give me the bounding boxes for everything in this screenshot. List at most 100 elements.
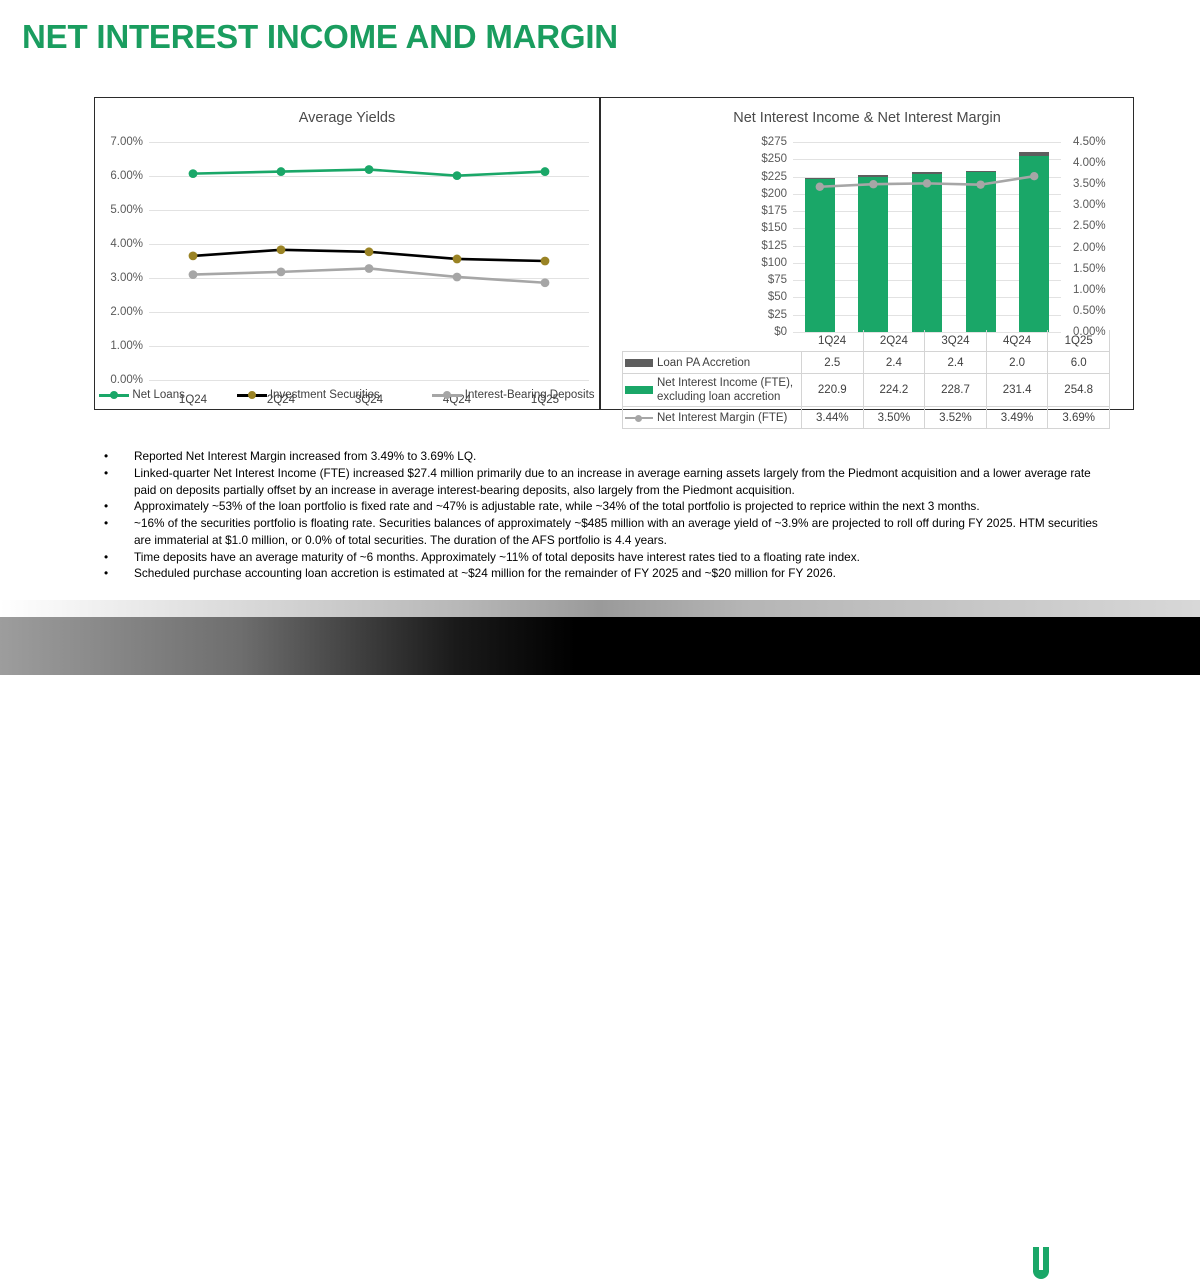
logo-subtitle: BANKSHARES, INC. [1058,1269,1150,1280]
y-axis-tick-label: $150 [761,222,787,235]
y-axis-tick-label: 1.00% [110,340,143,352]
secondary-y-axis-tick-label: 4.50% [1073,136,1106,148]
united-u-icon [1032,1247,1051,1280]
secondary-y-axis-tick-label: 2.00% [1073,241,1106,254]
gridline [149,244,589,245]
table-row: Loan PA Accretion 2.5 2.4 2.4 2.0 6.0 [622,351,1110,374]
bullet-item: • Reported Net Interest Margin increased … [96,448,1116,465]
secondary-y-axis-tick-label: 2.50% [1073,220,1106,233]
page-number: 7 [92,1254,99,1268]
bar-column[interactable] [858,142,889,332]
table-cell: 254.8 [1047,372,1110,408]
bullet-text: Linked-quarter Net Interest Income (FTE)… [134,465,1091,497]
table-row: Net Interest Income (FTE), excluding loan… [622,372,1110,408]
table-cell: 224.2 [862,372,926,408]
y-axis-tick-label: 4.00% [110,238,143,250]
gridline [149,210,589,211]
legend-marker-icon [431,389,462,401]
table-cell: 220.9 [801,372,864,408]
table-corner-cell [623,330,802,352]
bullet-marker-icon: • [104,549,109,564]
bullet-text: Approximately ~53% of the loan portfolio… [134,499,980,514]
legend-item-label: Interest-Bearing Deposits [464,389,595,401]
table-cell: 3.49% [985,406,1049,430]
table-column-header: 3Q24 [924,330,987,352]
gridline [793,142,1061,143]
secondary-y-axis-tick-label: 3.00% [1073,199,1106,212]
table-row-label-text: Net Interest Income (FTE), excluding loan… [657,376,793,404]
legend-item[interactable]: Interest-Bearing Deposits [431,389,595,401]
legend-marker-icon [236,389,267,401]
bullet-list: • Reported Net Interest Margin increased … [96,448,1116,582]
bullet-text: Reported Net Interest Margin increased f… [134,449,477,463]
table-cell: 2.4 [862,351,926,374]
bar-column[interactable] [965,142,996,332]
bullet-marker-icon: • [104,499,109,514]
chart-title-nii-nim: Net Interest Income & Net Interest Margi… [733,110,1001,126]
gridline [793,159,1061,161]
bullet-item: • Time deposits have an average maturity … [96,549,1116,566]
bar-loan-pa-accretion[interactable] [858,175,889,178]
secondary-y-axis-tick-label: 4.00% [1073,157,1106,170]
bullet-marker-icon: • [104,516,109,530]
secondary-y-axis-tick-label: 1.00% [1073,283,1106,296]
legend-item-label: Investment Securities [269,389,380,401]
bar-net-interest-income[interactable] [804,179,835,332]
bar-loan-pa-accretion[interactable] [965,170,996,173]
y-axis-tick-label: $100 [761,256,787,269]
bar-column[interactable] [1019,142,1050,332]
table-column-header: 1Q25 [1047,330,1110,352]
y-axis-tick-label: $200 [761,187,787,200]
footer-gradient-strip [0,600,1200,617]
legend-swatch-nim-line-icon [625,413,653,423]
legend-marker-icon [99,389,130,401]
legend-item[interactable]: Investment Securities [236,389,380,401]
secondary-y-axis-tick-label: 1.50% [1073,262,1106,275]
table-cell: 3.69% [1047,406,1110,430]
y-axis-tick-label: 5.00% [110,204,143,216]
legend-item[interactable]: Net Loans [99,389,185,401]
secondary-y-axis-tick-label: 3.50% [1073,178,1106,191]
gridline [149,278,589,279]
bar-column[interactable] [911,142,942,332]
y-axis-tick-label: $250 [761,153,787,166]
table-column-header: 2Q24 [863,330,926,352]
gridline [149,176,589,177]
x-axis-tick-label: 3Q24 [354,394,384,406]
bar-loan-pa-accretion[interactable] [911,172,942,174]
bar-net-interest-income[interactable] [1019,155,1050,332]
y-axis-tick-label: 7.00% [110,136,143,148]
bullet-item: • Scheduled purchase accounting loan accr… [96,565,1116,582]
legend-item-label: Net Loans [132,389,185,401]
x-axis-tick-label: 1Q24 [178,394,208,406]
bar-loan-pa-accretion[interactable] [804,177,835,180]
bar-net-interest-income[interactable] [911,174,942,332]
x-axis-tick-label: 2Q24 [266,394,296,406]
bullet-item: • Approximately ~53% of the loan portfoli… [96,498,1116,515]
table-cell: 2.4 [924,351,987,374]
bar-net-interest-income[interactable] [965,172,996,332]
bullet-text: Scheduled purchase accounting loan accre… [134,566,836,581]
average-yields-plot-area: 0.00% 1.00% 2.00% 3.00% 4.00% 5.00% 6.00% 7.00%… [110,136,589,406]
nii-nim-chart-panel: Net Interest Income & Net Interest Margi… [600,97,1134,430]
bar-column[interactable] [804,142,835,332]
average-yields-legend: Net Loans Investment Securities Interest-B… [95,389,599,401]
bar-loan-pa-accretion[interactable] [1019,151,1050,156]
table-row-label-text: Loan PA Accretion [657,356,751,369]
table-row-label: Net Interest Income (FTE), excluding loan… [622,372,802,408]
table-row-label-text: Net Interest Margin (FTE) [657,411,788,424]
y-axis-tick-label: $0 [774,326,787,338]
y-axis-tick-label: $225 [761,170,787,183]
bar-net-interest-income[interactable] [858,177,889,332]
table-cell: 3.50% [862,406,926,430]
y-axis-tick-label: $275 [761,136,787,148]
gridline [149,312,589,313]
company-logo: UNITED BANKSHARES, INC. [1032,1247,1150,1279]
page-title: NET INTEREST INCOME AND MARGIN [22,18,618,55]
table-row-label-line1: Net Interest Income (FTE), [657,377,794,389]
y-axis-tick-label: $125 [761,239,787,252]
table-row-label: Net Interest Margin (FTE) [622,406,802,430]
table-row: Net Interest Margin (FTE) 3.44% 3.50% 3.52%… [622,406,1110,430]
table-cell: 2.5 [801,351,864,374]
table-cell: 3.52% [924,406,987,430]
